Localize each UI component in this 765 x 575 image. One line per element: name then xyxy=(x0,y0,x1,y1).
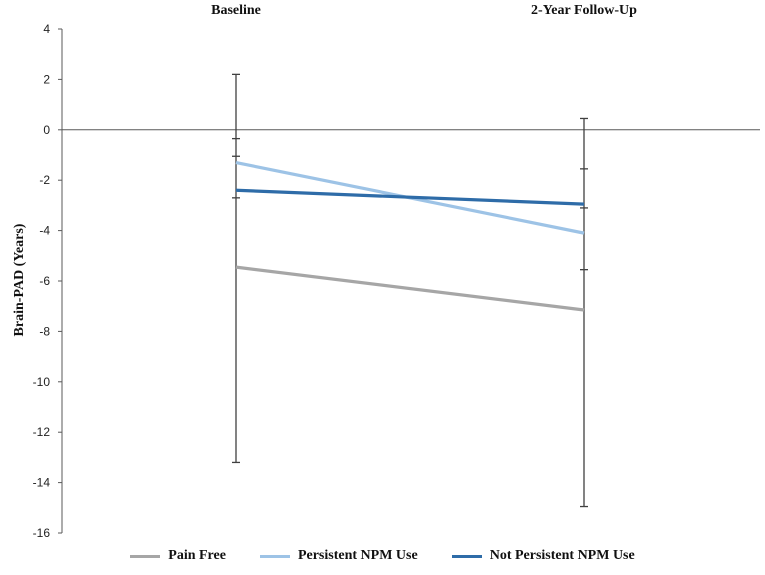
y-axis-title: Brain-PAD (Years) xyxy=(12,223,27,336)
y-tick-label: 2 xyxy=(43,72,50,86)
legend-swatch-pain-free xyxy=(130,554,161,558)
y-tick-label: -14 xyxy=(33,476,51,490)
y-tick-label: -4 xyxy=(39,224,50,238)
y-tick-label: -8 xyxy=(39,324,50,338)
legend: Pain Free Persistent NPM Use Not Persist… xyxy=(0,548,765,564)
legend-swatch-persistent-npm-use xyxy=(259,554,290,558)
axes-layer xyxy=(58,28,760,534)
error-bars-layer xyxy=(232,73,588,508)
labels-layer: 4 2 0 -2 -4 -6 -8 -10 -12 -14 -16 Baseline 2-Year Fo… xyxy=(33,3,638,540)
legend-label-not-persistent-npm-use: Not Persistent NPM Use xyxy=(489,548,635,563)
category-label: 2-Year Follow-Up xyxy=(531,3,637,18)
legend-swatch-not-persistent-npm-use xyxy=(451,554,482,558)
y-tick-label: -16 xyxy=(33,526,51,540)
legend-item-persistent-npm-use: Persistent NPM Use xyxy=(259,548,418,564)
series-layer xyxy=(235,160,585,312)
y-tick-label: -10 xyxy=(33,375,51,389)
legend-label-persistent-npm-use: Persistent NPM Use xyxy=(297,548,418,563)
legend-item-not-persistent-npm-use: Not Persistent NPM Use xyxy=(451,548,635,564)
series-line-pain-free xyxy=(235,265,585,312)
category-label: Baseline xyxy=(211,3,261,18)
series-line-not-persistent-npm-use xyxy=(235,188,585,206)
legend-label-pain-free: Pain Free xyxy=(168,548,226,563)
y-tick-label: -6 xyxy=(39,274,50,288)
y-tick-label: -12 xyxy=(33,425,51,439)
legend-item-pain-free: Pain Free xyxy=(130,548,226,564)
y-tick-label: -2 xyxy=(39,173,50,187)
y-tick-label: 4 xyxy=(43,22,50,36)
y-tick-label: 0 xyxy=(43,123,50,137)
